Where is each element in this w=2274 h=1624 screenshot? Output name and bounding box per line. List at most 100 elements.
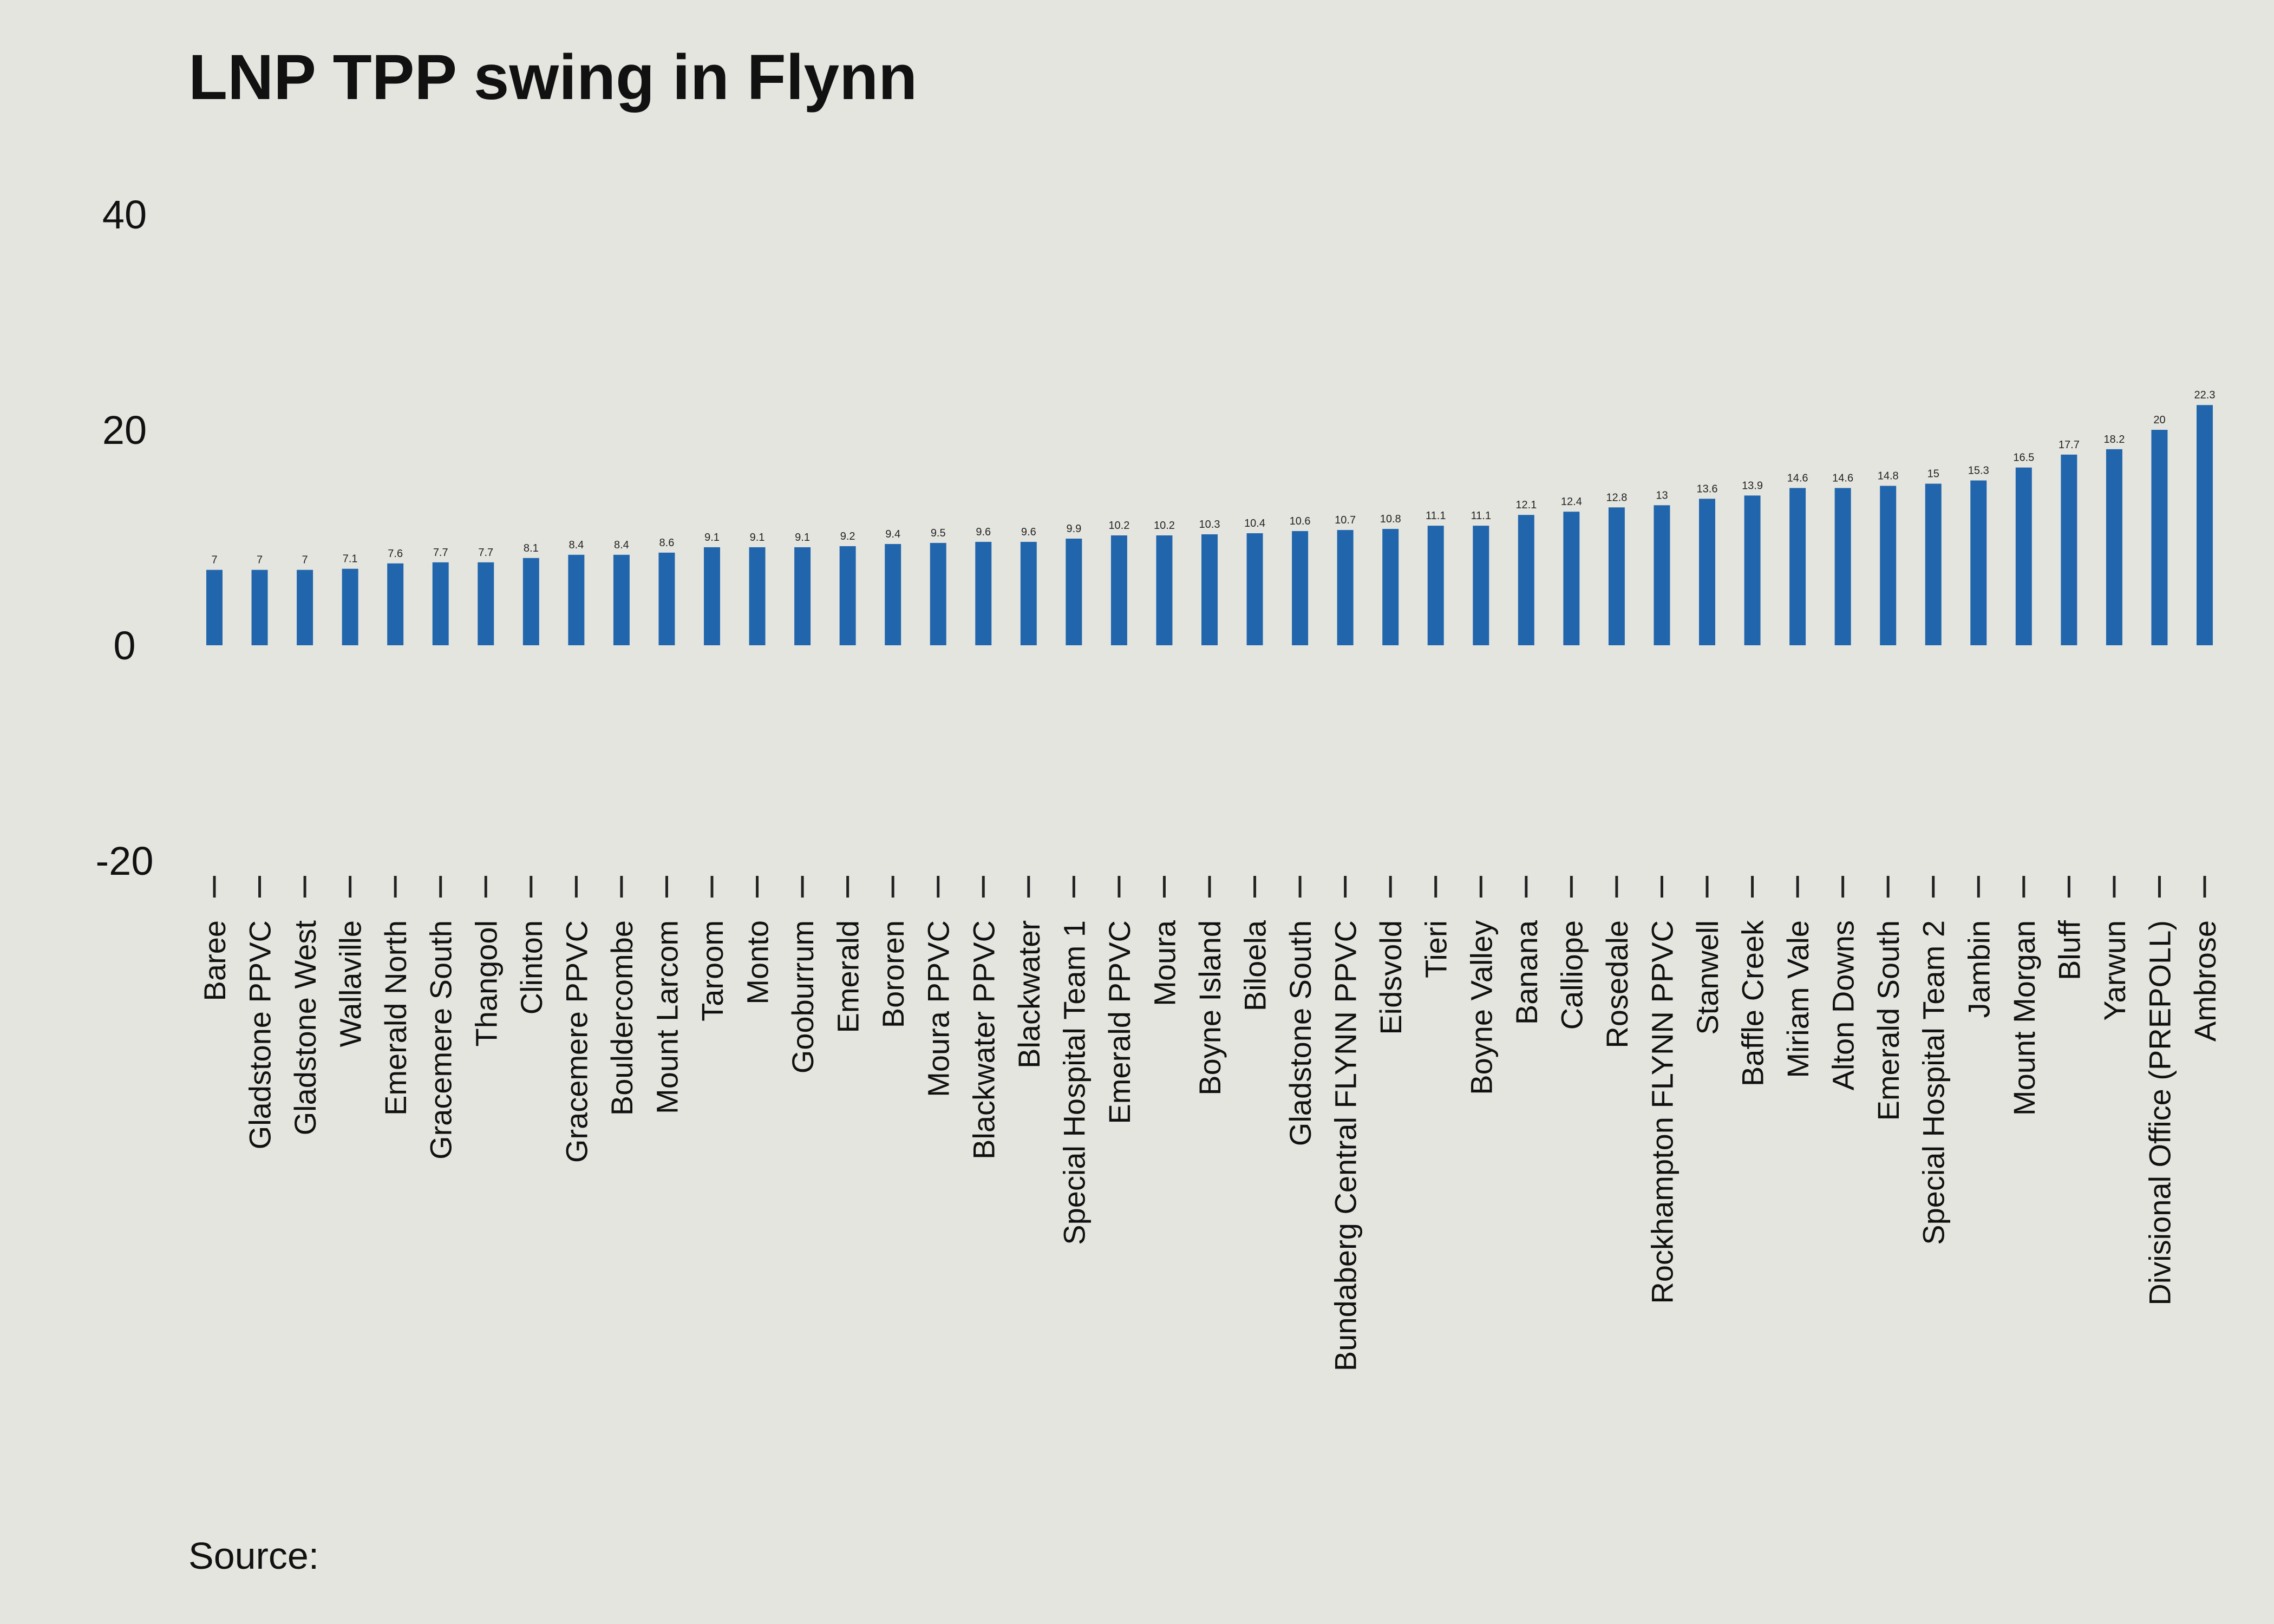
- bar: [1382, 529, 1399, 645]
- bar: [930, 542, 946, 645]
- x-tick-label: Gladstone West: [288, 920, 322, 1136]
- bar: [2015, 467, 2032, 645]
- data-label: 7.7: [433, 547, 448, 559]
- x-tick-label: Gladstone PPVC: [243, 920, 277, 1149]
- bar: [432, 562, 449, 645]
- x-tick-label: Blackwater PPVC: [966, 920, 1001, 1160]
- bar: [342, 568, 358, 645]
- x-tick-label: Eidsvold: [1374, 920, 1408, 1035]
- data-label: 8.4: [568, 539, 584, 551]
- bar: [1337, 530, 1354, 645]
- data-label: 10.2: [1108, 520, 1129, 532]
- data-labels: 7 7 7 7.1 7.6 7.7 7.7 8.1 8.4 8.4 8.6 9.1 9.1 9.1 9.2 9…: [211, 389, 2215, 566]
- x-tick-label: Gooburrum: [786, 920, 820, 1073]
- data-label: 9.4: [885, 528, 900, 540]
- x-tick-label: Banana: [1510, 920, 1544, 1025]
- bar: [1880, 486, 1897, 645]
- bar: [2151, 430, 2168, 645]
- data-label: 7.1: [343, 553, 358, 565]
- x-tick-label: Taroom: [695, 920, 729, 1021]
- data-label: 10.4: [1244, 518, 1265, 529]
- data-label: 9.1: [750, 532, 765, 543]
- bar: [1970, 480, 1987, 645]
- x-tick-label: Bouldercombe: [605, 920, 639, 1116]
- bar: [478, 562, 494, 645]
- x-tick-label: Clinton: [514, 920, 548, 1014]
- bar: [206, 569, 223, 645]
- x-tick-label: Yarwun: [2097, 920, 2132, 1021]
- bar: [1110, 535, 1127, 645]
- x-tick-label: Gracemere PPVC: [559, 920, 593, 1163]
- bar: [1020, 541, 1037, 645]
- bar: [613, 554, 630, 645]
- data-label: 12.4: [1561, 496, 1582, 508]
- x-tick-label: Gracemere South: [424, 920, 458, 1160]
- data-label: 18.2: [2103, 434, 2125, 446]
- data-label: 16.5: [2013, 452, 2034, 464]
- x-tick-label: Moura: [1147, 920, 1181, 1006]
- x-tick-label: Rockhampton FLYNN PPVC: [1645, 920, 1679, 1304]
- bars: [206, 405, 2213, 645]
- x-tick-label: Rosedale: [1600, 920, 1634, 1049]
- x-tick-label: Emerald North: [378, 920, 413, 1116]
- x-tick-label: Baffle Creek: [1736, 920, 1770, 1086]
- x-tick-label: Stanwell: [1690, 920, 1724, 1035]
- y-axis: -20 0 20 40: [96, 192, 154, 883]
- x-tick-label: Divisional Office (PREPOLL): [2142, 920, 2177, 1306]
- data-label: 22.3: [2194, 389, 2216, 401]
- y-tick-label: 40: [102, 192, 147, 237]
- x-tick-label: Miriam Vale: [1781, 920, 1815, 1078]
- data-label: 14.6: [1832, 472, 1853, 484]
- x-tick-label: Emerald South: [1871, 920, 1905, 1121]
- data-label: 11.1: [1426, 510, 1446, 522]
- data-label: 9.9: [1066, 523, 1081, 535]
- bar: [1744, 495, 1761, 645]
- bar: [1246, 533, 1263, 645]
- data-label: 10.6: [1290, 515, 1311, 527]
- data-label: 10.2: [1154, 520, 1175, 532]
- bar: [658, 552, 675, 645]
- bar: [1699, 499, 1715, 645]
- data-label: 7: [302, 554, 308, 566]
- data-label: 11.1: [1471, 510, 1491, 522]
- data-label: 10.7: [1335, 514, 1356, 526]
- data-label: 9.1: [795, 532, 810, 543]
- bar: [1563, 512, 1580, 645]
- bar: [1201, 534, 1218, 645]
- bar: [704, 547, 720, 645]
- x-tick-label: Ambrose: [2188, 920, 2222, 1042]
- x-tick-label: Special Hospital Team 1: [1057, 920, 1091, 1245]
- data-label: 13: [1656, 489, 1668, 501]
- data-label: 17.7: [2059, 439, 2080, 451]
- chart-title: LNP TPP swing in Flynn: [188, 42, 917, 113]
- bar: [2197, 405, 2213, 645]
- data-label: 9.6: [976, 526, 991, 538]
- x-tick-label: Emerald PPVC: [1102, 920, 1136, 1124]
- bar: [885, 543, 901, 645]
- data-label: 8.6: [659, 537, 675, 549]
- x-tick-label: Moura PPVC: [922, 920, 956, 1097]
- data-label: 12.1: [1515, 499, 1537, 511]
- y-tick-label: 0: [113, 623, 135, 668]
- x-tick-label: Boyne Island: [1193, 920, 1227, 1096]
- x-tick-label: Special Hospital Team 2: [1917, 920, 1951, 1245]
- bar: [794, 547, 811, 645]
- x-tick-label: Tieri: [1419, 920, 1453, 978]
- data-label: 13.6: [1697, 483, 1718, 495]
- bar: [387, 563, 404, 645]
- bar: [749, 547, 766, 645]
- x-tick-label: Alton Downs: [1826, 920, 1860, 1090]
- bar: [1292, 531, 1309, 645]
- bar: [1473, 526, 1489, 645]
- bar: [251, 569, 268, 645]
- x-tick-label: Baree: [198, 920, 232, 1001]
- x-tick-label: Blackwater: [1012, 920, 1046, 1069]
- bar: [1925, 483, 1942, 645]
- x-tick-label: Bluff: [2052, 920, 2086, 980]
- bar: [1427, 526, 1444, 645]
- bar: [2061, 454, 2077, 645]
- source-label: Source:: [188, 1535, 319, 1577]
- data-label: 20: [2153, 414, 2165, 426]
- data-label: 14.6: [1787, 472, 1808, 484]
- bar: [839, 546, 856, 645]
